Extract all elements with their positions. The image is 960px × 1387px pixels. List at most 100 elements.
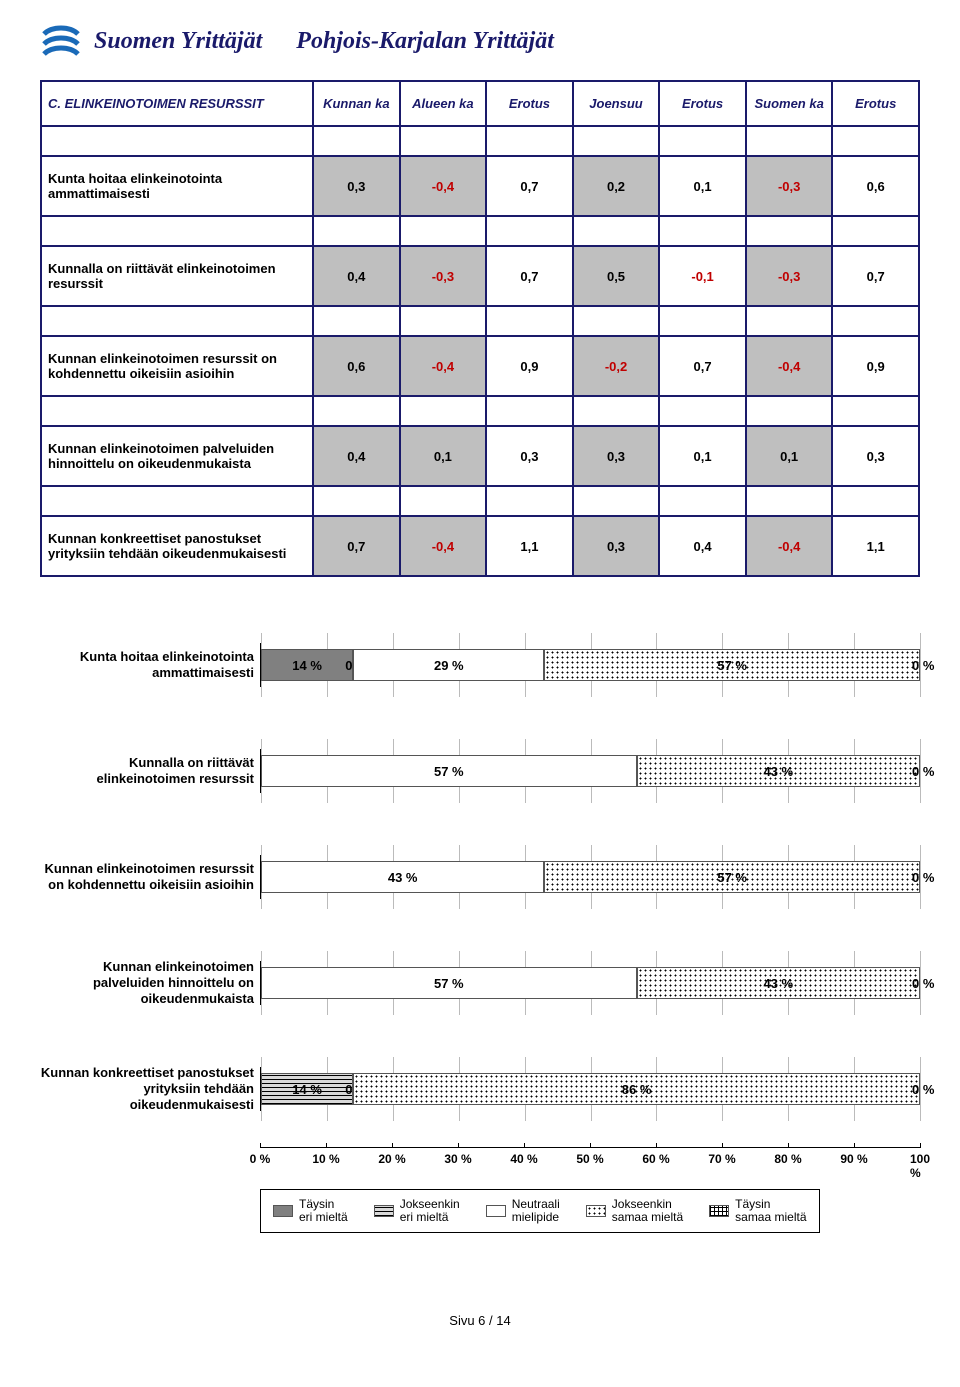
axis-tick: 40 % bbox=[510, 1152, 537, 1166]
cell: -0,2 bbox=[573, 336, 660, 396]
table-row: Kunnan elinkeinotoimen palveluiden hinno… bbox=[41, 426, 919, 486]
col-header: Kunnan ka bbox=[313, 81, 400, 126]
logo-icon bbox=[40, 20, 82, 62]
table-title: C. ELINKEINOTOIMEN RESURSSIT bbox=[41, 81, 313, 126]
legend-item: Täysineri mieltä bbox=[273, 1198, 348, 1224]
cell: -0,1 bbox=[659, 246, 746, 306]
row-label: Kunnan elinkeinotoimen palveluiden hinno… bbox=[41, 426, 313, 486]
cell: 0,5 bbox=[573, 246, 660, 306]
cell: 0,4 bbox=[313, 246, 400, 306]
cell: -0,3 bbox=[746, 156, 833, 216]
table-row: Kunnan konkreettiset panostukset yrityks… bbox=[41, 516, 919, 576]
row-label: Kunnan elinkeinotoimen resurssit on kohd… bbox=[41, 336, 313, 396]
bar-segment: 43 % bbox=[637, 967, 920, 999]
bar-segment: 43 % bbox=[637, 755, 920, 787]
legend-swatch bbox=[586, 1205, 606, 1217]
bar-segment: 57 % bbox=[544, 861, 920, 893]
cell: -0,4 bbox=[746, 336, 833, 396]
cell: 0,6 bbox=[832, 156, 919, 216]
chart-row: Kunta hoitaa elinkeinotointa ammattimais… bbox=[40, 637, 920, 693]
org-name-1: Suomen Yrittäjät bbox=[94, 28, 262, 55]
cell: 0,3 bbox=[573, 426, 660, 486]
bar-segment: 29 % bbox=[353, 649, 544, 681]
chart-row: Kunnalla on riittävät elinkeinotoimen re… bbox=[40, 743, 920, 799]
cell: 0,9 bbox=[832, 336, 919, 396]
bar-segment: 57 % bbox=[544, 649, 920, 681]
axis-tick: 100 % bbox=[910, 1152, 930, 1180]
axis-tick: 30 % bbox=[444, 1152, 471, 1166]
col-header: Alueen ka bbox=[400, 81, 487, 126]
bar-segment: 14 % bbox=[261, 1073, 353, 1105]
cell: 0,4 bbox=[659, 516, 746, 576]
col-header: Erotus bbox=[832, 81, 919, 126]
col-header: Erotus bbox=[486, 81, 573, 126]
cell: 0,4 bbox=[313, 426, 400, 486]
stacked-bar-chart: Kunta hoitaa elinkeinotointa ammattimais… bbox=[40, 637, 920, 1117]
cell: 0,7 bbox=[486, 156, 573, 216]
legend-label: Jokseenkinsamaa mieltä bbox=[612, 1198, 683, 1224]
chart-row-label: Kunnalla on riittävät elinkeinotoimen re… bbox=[40, 755, 260, 788]
bar-segment: 86 % bbox=[353, 1073, 920, 1105]
legend-label: Täysineri mieltä bbox=[299, 1198, 348, 1224]
org-name-2: Pohjois-Karjalan Yrittäjät bbox=[296, 28, 554, 55]
bar-segment: 57 % bbox=[261, 755, 637, 787]
resource-table: C. ELINKEINOTOIMEN RESURSSITKunnan kaAlu… bbox=[40, 80, 920, 577]
legend-label: Neutraalimielipide bbox=[512, 1198, 560, 1224]
legend-label: Jokseenkineri mieltä bbox=[400, 1198, 460, 1224]
cell: 0,7 bbox=[832, 246, 919, 306]
axis-tick: 80 % bbox=[774, 1152, 801, 1166]
cell: 0,7 bbox=[659, 336, 746, 396]
cell: -0,4 bbox=[746, 516, 833, 576]
legend-swatch bbox=[486, 1205, 506, 1217]
chart-row: Kunnan elinkeinotoimen palveluiden hinno… bbox=[40, 955, 920, 1011]
col-header: Suomen ka bbox=[746, 81, 833, 126]
axis-tick: 60 % bbox=[642, 1152, 669, 1166]
chart-row: Kunnan elinkeinotoimen resurssit on kohd… bbox=[40, 849, 920, 905]
bar-segment: 14 % bbox=[261, 649, 353, 681]
chart-row: Kunnan konkreettiset panostukset yrityks… bbox=[40, 1061, 920, 1117]
axis-tick: 70 % bbox=[708, 1152, 735, 1166]
page-header: Suomen Yrittäjät Pohjois-Karjalan Yrittä… bbox=[40, 20, 920, 62]
cell: 0,1 bbox=[400, 426, 487, 486]
cell: -0,4 bbox=[400, 336, 487, 396]
cell: 0,2 bbox=[573, 156, 660, 216]
row-label: Kunta hoitaa elinkeinotointa ammattimais… bbox=[41, 156, 313, 216]
table-row: Kunta hoitaa elinkeinotointa ammattimais… bbox=[41, 156, 919, 216]
legend-swatch bbox=[709, 1205, 729, 1217]
legend-item: Neutraalimielipide bbox=[486, 1198, 560, 1224]
cell: 0,9 bbox=[486, 336, 573, 396]
legend-swatch bbox=[374, 1205, 394, 1217]
cell: -0,4 bbox=[400, 156, 487, 216]
bar-segment: 43 % bbox=[261, 861, 544, 893]
cell: 0,6 bbox=[313, 336, 400, 396]
legend-swatch bbox=[273, 1205, 293, 1217]
cell: 0,1 bbox=[746, 426, 833, 486]
chart-row-label: Kunnan elinkeinotoimen resurssit on kohd… bbox=[40, 861, 260, 894]
cell: 0,3 bbox=[573, 516, 660, 576]
table-row: Kunnalla on riittävät elinkeinotoimen re… bbox=[41, 246, 919, 306]
cell: 0,1 bbox=[659, 426, 746, 486]
col-header: Erotus bbox=[659, 81, 746, 126]
page-footer: Sivu 6 / 14 bbox=[40, 1313, 920, 1328]
legend-item: Jokseenkineri mieltä bbox=[374, 1198, 460, 1224]
chart-legend: Täysineri mieltä Jokseenkineri mieltä Neut… bbox=[260, 1189, 820, 1233]
axis-tick: 50 % bbox=[576, 1152, 603, 1166]
legend-label: Täysinsamaa mieltä bbox=[735, 1198, 806, 1224]
cell: 0,1 bbox=[659, 156, 746, 216]
axis-tick: 20 % bbox=[378, 1152, 405, 1166]
axis-tick: 0 % bbox=[250, 1152, 271, 1166]
cell: -0,3 bbox=[400, 246, 487, 306]
legend-item: Täysinsamaa mieltä bbox=[709, 1198, 806, 1224]
cell: 1,1 bbox=[486, 516, 573, 576]
chart-row-label: Kunnan elinkeinotoimen palveluiden hinno… bbox=[40, 959, 260, 1008]
table-row: Kunnan elinkeinotoimen resurssit on kohd… bbox=[41, 336, 919, 396]
axis-tick: 10 % bbox=[312, 1152, 339, 1166]
chart-row-label: Kunnan konkreettiset panostukset yrityks… bbox=[40, 1065, 260, 1114]
cell: 0,3 bbox=[832, 426, 919, 486]
col-header: Joensuu bbox=[573, 81, 660, 126]
cell: 0,7 bbox=[486, 246, 573, 306]
axis-tick: 90 % bbox=[840, 1152, 867, 1166]
row-label: Kunnalla on riittävät elinkeinotoimen re… bbox=[41, 246, 313, 306]
cell: 1,1 bbox=[832, 516, 919, 576]
bar-segment: 57 % bbox=[261, 967, 637, 999]
